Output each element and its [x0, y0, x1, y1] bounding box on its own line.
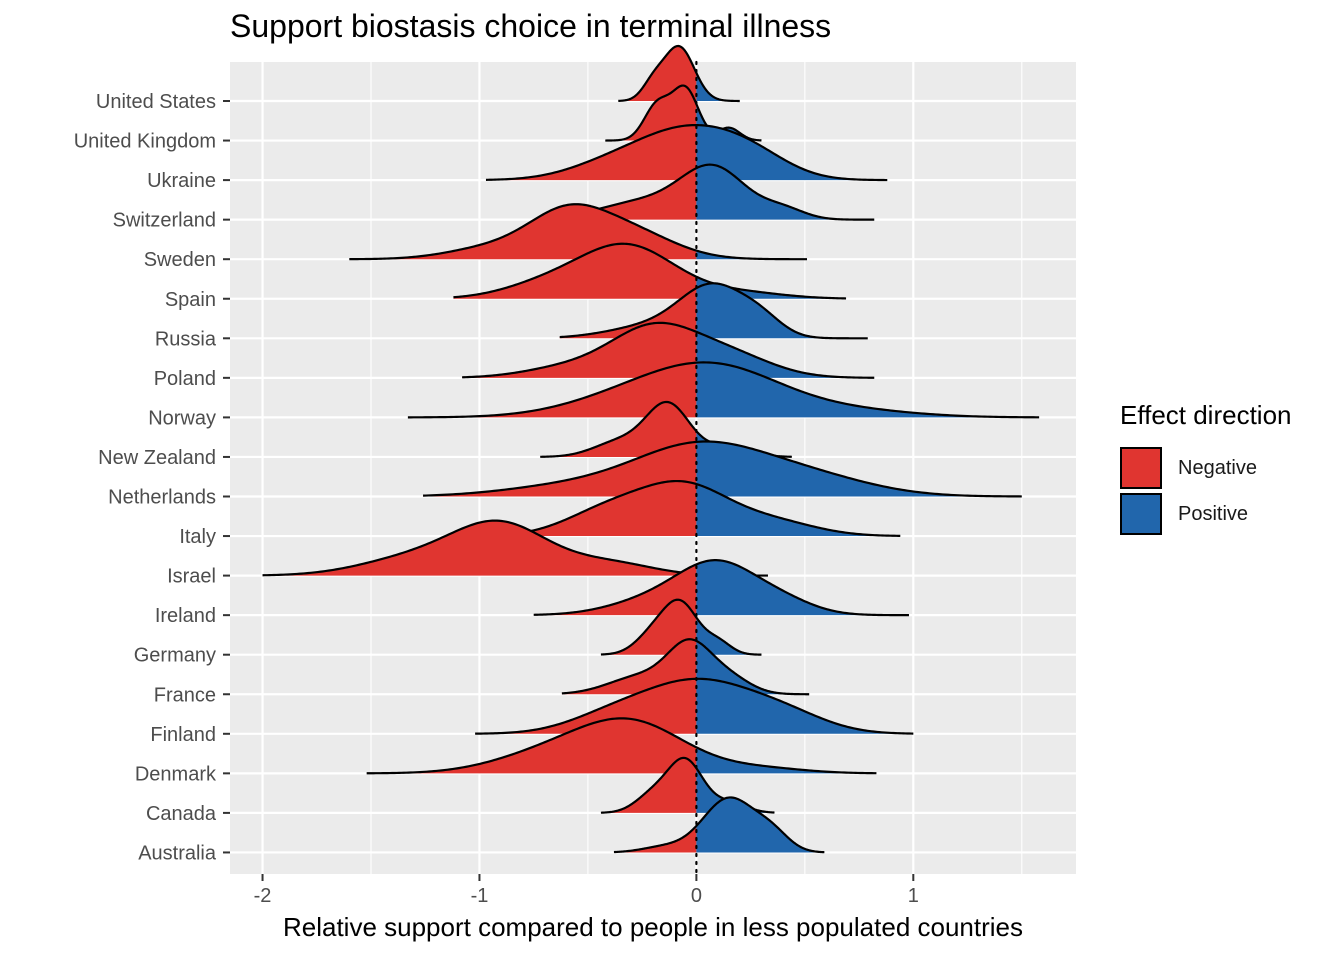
ridge-poland — [462, 321, 875, 379]
ridge-outline — [604, 84, 762, 142]
ridge-positive-area — [696, 331, 875, 378]
y-tick-label: Sweden — [144, 249, 216, 271]
y-tick-label: Norway — [148, 407, 216, 429]
x-tick-label: -1 — [471, 885, 489, 907]
y-tick-label: Germany — [134, 645, 216, 667]
ridge-outline — [533, 559, 909, 617]
legend-label-negative: Negative — [1178, 456, 1257, 479]
ridge-outline — [561, 638, 810, 696]
legend-label-positive: Positive — [1178, 502, 1249, 525]
legend-item-positive: Positive — [1120, 491, 1292, 537]
y-tick-label: Ukraine — [147, 170, 216, 192]
y-tick-label: Israel — [167, 566, 216, 588]
y-tick-label: Finland — [150, 724, 216, 746]
ridge-negative-area — [466, 481, 697, 537]
y-tick-label: United Kingdom — [74, 131, 216, 153]
ridge-negative-area — [613, 825, 697, 853]
ridge-outline — [453, 242, 847, 300]
ridge-positive-area — [696, 640, 810, 695]
ridge-negative-area — [533, 564, 697, 616]
ridge-outline — [475, 677, 914, 735]
legend-title: Effect direction — [1120, 400, 1292, 430]
ridge-negative-area — [462, 322, 697, 378]
ridge-france — [561, 638, 810, 696]
ridge-negative-area — [600, 757, 697, 813]
ridge-australia — [613, 796, 825, 854]
ridge-outline — [407, 361, 1040, 419]
y-tick-label: Ireland — [155, 605, 216, 627]
ridge-germany — [600, 598, 762, 656]
y-tick-label: France — [154, 684, 216, 706]
ridge-outline — [423, 440, 1022, 498]
y-tick-label: Denmark — [135, 763, 217, 785]
ridge-positive-area — [696, 441, 1022, 497]
ridge-positive-area — [696, 164, 875, 220]
ridge-ireland — [533, 559, 909, 617]
ridge-outline — [550, 163, 875, 221]
ridge-positive-area — [696, 617, 762, 655]
ridge-positive-area — [696, 362, 1040, 418]
y-tick-label: Netherlands — [108, 487, 216, 509]
ridges — [262, 44, 1040, 854]
ridge-outline — [559, 282, 868, 340]
y-tick-label: Canada — [146, 803, 217, 825]
ridge-negative-area — [551, 168, 697, 220]
ridge-outline — [349, 203, 808, 261]
legend: Effect direction Negative Positive — [1120, 400, 1292, 537]
ridge-negative-area — [407, 362, 697, 418]
ridge-positive-area — [696, 72, 740, 101]
y-tick-label: New Zealand — [98, 447, 216, 469]
x-tick-label: 1 — [908, 885, 919, 907]
ridge-switzerland — [550, 163, 875, 221]
y-tick-label: Switzerland — [113, 210, 216, 232]
ridge-outline — [466, 479, 901, 538]
ridge-outline — [600, 598, 762, 656]
ridge-outline — [617, 44, 741, 103]
x-tick-label: -2 — [254, 885, 272, 907]
ridge-positive-area — [696, 560, 909, 616]
ridge-positive-area — [696, 768, 775, 813]
y-tick-label: Italy — [179, 526, 216, 548]
y-tick-label: Poland — [154, 368, 216, 390]
y-tick-label: Russia — [155, 328, 217, 350]
x-axis-label: Relative support compared to people in l… — [282, 912, 1023, 942]
y-tick-label: Australia — [138, 842, 217, 864]
ridge-italy — [466, 479, 901, 538]
legend-key-negative — [1120, 447, 1162, 489]
chart-title: Support biostasis choice in terminal ill… — [230, 8, 832, 44]
ridge-positive-area — [696, 484, 901, 537]
ridge-negative-area — [262, 520, 697, 576]
ridge-negative-area — [561, 639, 697, 695]
legend-item-negative: Negative — [1120, 445, 1292, 491]
x-tick-label: 0 — [691, 885, 702, 907]
ridge-positive-area — [696, 125, 888, 181]
y-tick-label: United States — [96, 91, 216, 113]
ridge-negative-area — [600, 599, 697, 655]
ridge-negative-area — [453, 243, 697, 299]
ridge-positive-area — [696, 678, 914, 734]
ridge-negative-area — [485, 125, 697, 181]
ridge-netherlands — [423, 440, 1022, 498]
ridge-negative-area — [540, 401, 697, 457]
legend-key-positive — [1120, 493, 1162, 535]
y-tick-label: Spain — [165, 289, 216, 311]
ridge-outline — [613, 796, 825, 854]
ridge-positive-area — [696, 747, 877, 774]
ridge-denmark — [366, 717, 877, 775]
ridge-outline — [366, 717, 877, 775]
ridge-norway — [407, 361, 1040, 419]
ridge-outline — [485, 124, 888, 182]
ridge-negative-area — [366, 718, 697, 774]
ridge-positive-area — [696, 797, 825, 853]
ridge-positive-area — [696, 283, 868, 339]
ridge-ukraine — [485, 124, 888, 182]
ridge-negative-area — [423, 441, 697, 497]
ridge-outline — [462, 321, 875, 379]
